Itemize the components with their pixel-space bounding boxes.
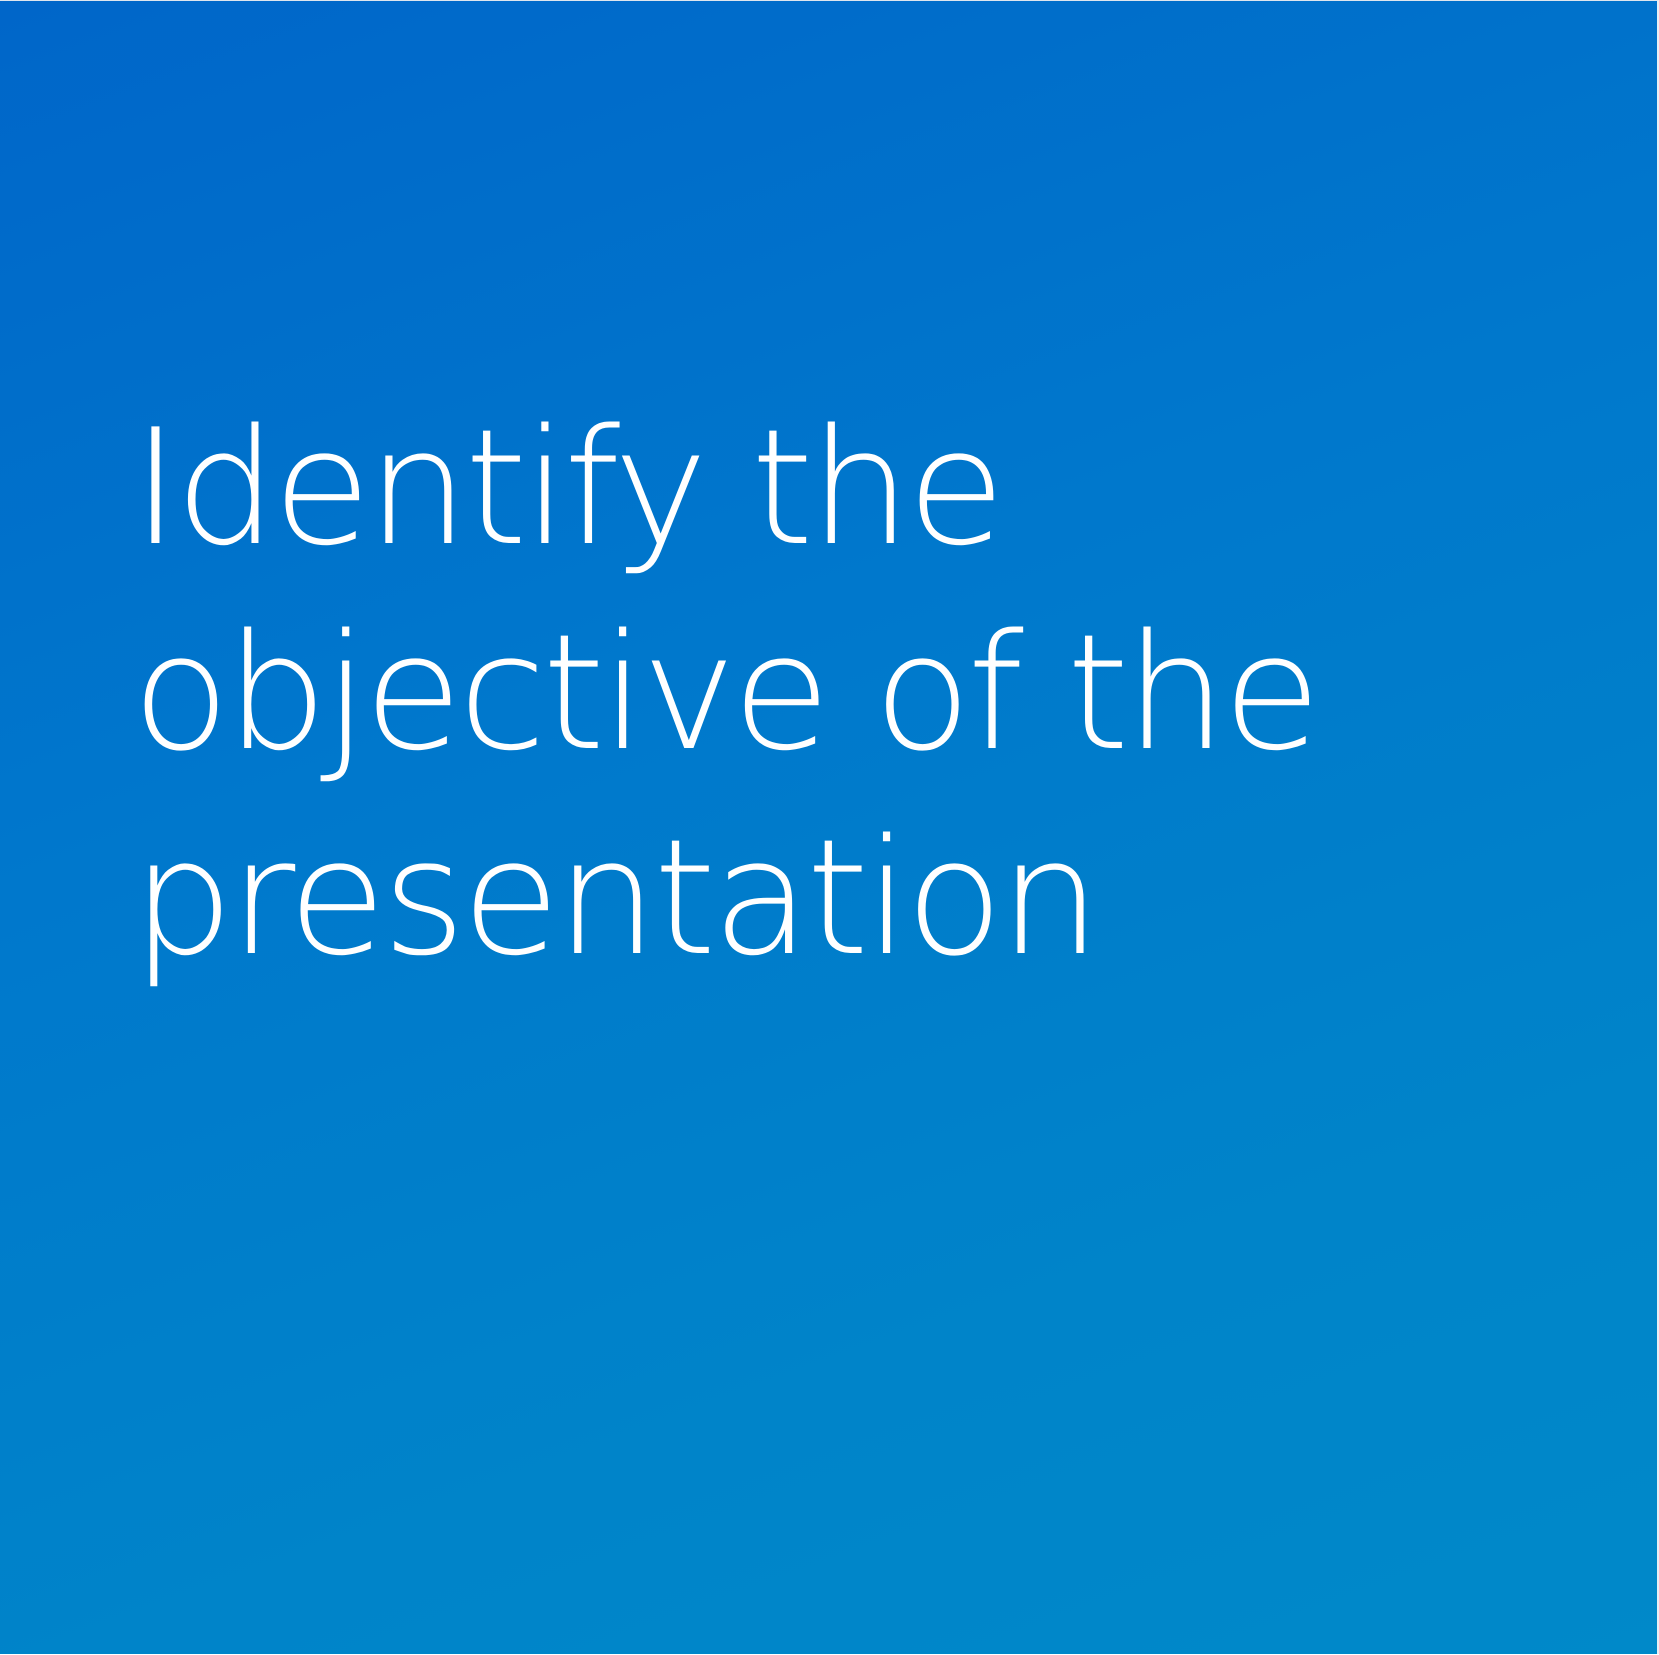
headline-line-2: objective of the — [132, 599, 1321, 786]
headline-line-1: Identify the — [132, 394, 1005, 581]
headline-line-3: presentation — [132, 804, 1101, 991]
slide-headline: Identify the objective of the presentati… — [132, 385, 1532, 1000]
